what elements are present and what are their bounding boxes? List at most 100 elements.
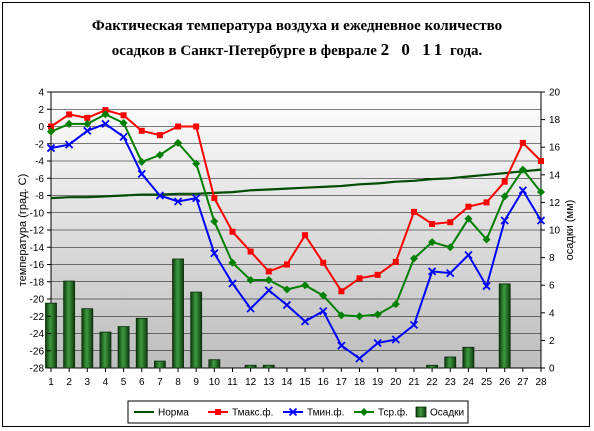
data-point-stroke	[264, 286, 273, 295]
data-point	[210, 217, 219, 226]
chart-title: Фактическая температура воздуха и ежедне…	[0, 14, 594, 63]
data-point	[120, 112, 127, 119]
precipitation-bar	[153, 360, 166, 369]
series-line	[50, 109, 542, 293]
data-point	[500, 216, 509, 225]
data-point	[518, 186, 527, 195]
data-point	[464, 250, 473, 260]
data-point	[373, 310, 382, 319]
left-tick-label: -26	[30, 346, 45, 357]
x-tick-label: 14	[281, 377, 293, 388]
left-tick-label: -2	[35, 139, 44, 150]
data-point	[192, 193, 201, 203]
data-point	[102, 107, 109, 114]
data-point	[192, 159, 201, 168]
data-point-stroke	[155, 191, 165, 200]
data-point	[319, 306, 328, 316]
left-tick-label: -6	[35, 174, 44, 185]
left-tick-label: -10	[30, 208, 45, 219]
precipitation-bar	[244, 364, 257, 369]
data-point-stroke	[210, 249, 219, 258]
data-point	[66, 111, 73, 118]
data-point	[538, 158, 544, 164]
data-point	[84, 114, 91, 121]
data-point	[391, 300, 400, 309]
x-tick-label: 22	[427, 377, 439, 388]
right-tick-label: 4	[549, 308, 555, 319]
data-point	[337, 311, 346, 320]
precipitation-bars	[45, 258, 511, 369]
legend-label: Тмин.ф.	[307, 407, 344, 419]
series-line	[50, 168, 542, 200]
series-Тср.ф.	[47, 110, 545, 321]
data-point	[175, 123, 182, 130]
data-point	[247, 248, 254, 255]
legend-swatch	[415, 406, 427, 418]
left-tick-label: 2	[38, 105, 44, 116]
precipitation-bar	[172, 258, 184, 369]
data-point	[518, 165, 527, 174]
legend-item: Тмакс.ф.	[208, 407, 273, 419]
data-point	[447, 219, 454, 226]
data-point	[283, 261, 290, 268]
data-point-stroke	[464, 250, 473, 260]
data-point-stroke	[427, 267, 437, 276]
x-tick-label: 6	[139, 377, 145, 388]
data-point	[264, 276, 273, 285]
chart-title-year: 2 0 11	[380, 40, 447, 59]
y-axis-left-title: температура (град. С)	[17, 174, 29, 287]
temperature-lines	[46, 107, 546, 363]
right-tick-label: 12	[549, 198, 561, 209]
legend-label: Тср.ф.	[378, 407, 408, 419]
data-point	[500, 192, 509, 201]
data-point	[119, 119, 128, 128]
data-point	[229, 228, 236, 235]
x-tick-label: 19	[372, 377, 384, 388]
data-point	[337, 341, 346, 350]
data-point	[429, 220, 436, 227]
data-point	[302, 232, 309, 239]
data-point	[83, 119, 92, 128]
x-tick-label: 2	[66, 377, 72, 388]
data-point	[301, 281, 310, 290]
precipitation-bar	[45, 302, 57, 369]
right-tick-label: 2	[549, 336, 555, 347]
data-point	[391, 335, 400, 344]
precipitation-bar	[63, 280, 76, 369]
data-point	[355, 312, 364, 321]
series-Тмин.ф.	[46, 119, 546, 363]
data-point	[409, 320, 419, 330]
data-point-stroke	[500, 216, 509, 225]
data-point	[427, 267, 437, 276]
data-point-stroke	[300, 317, 310, 326]
x-tick-label: 4	[103, 377, 109, 388]
data-point	[410, 208, 417, 215]
data-point	[338, 288, 345, 295]
data-point-stroke	[446, 268, 455, 278]
precipitation-bar	[262, 364, 275, 369]
right-tick-label: 0	[549, 364, 555, 375]
x-tick-label: 12	[245, 377, 257, 388]
x-tick-label: 5	[121, 377, 127, 388]
data-point-stroke	[119, 132, 128, 141]
data-point	[83, 126, 92, 135]
data-point	[282, 285, 291, 294]
data-point-stroke	[337, 341, 346, 350]
data-point	[409, 254, 418, 263]
left-tick-label: -18	[30, 277, 45, 288]
precipitation-bar	[99, 331, 112, 369]
chart-title-line2: осадков в Санкт-Петербурге в феврале 2 0…	[0, 38, 594, 63]
data-point-stroke	[319, 306, 328, 316]
data-point	[228, 258, 237, 267]
data-point-stroke	[228, 279, 237, 288]
data-point-stroke	[288, 407, 298, 417]
right-tick-label: 10	[549, 226, 561, 237]
data-point	[537, 188, 545, 197]
left-tick-label: 0	[38, 122, 44, 133]
legend-item: Осадки	[415, 406, 464, 419]
data-point	[464, 214, 473, 223]
x-tick-label: 17	[336, 377, 348, 388]
precipitation-bar	[426, 364, 439, 369]
data-point	[392, 258, 399, 265]
